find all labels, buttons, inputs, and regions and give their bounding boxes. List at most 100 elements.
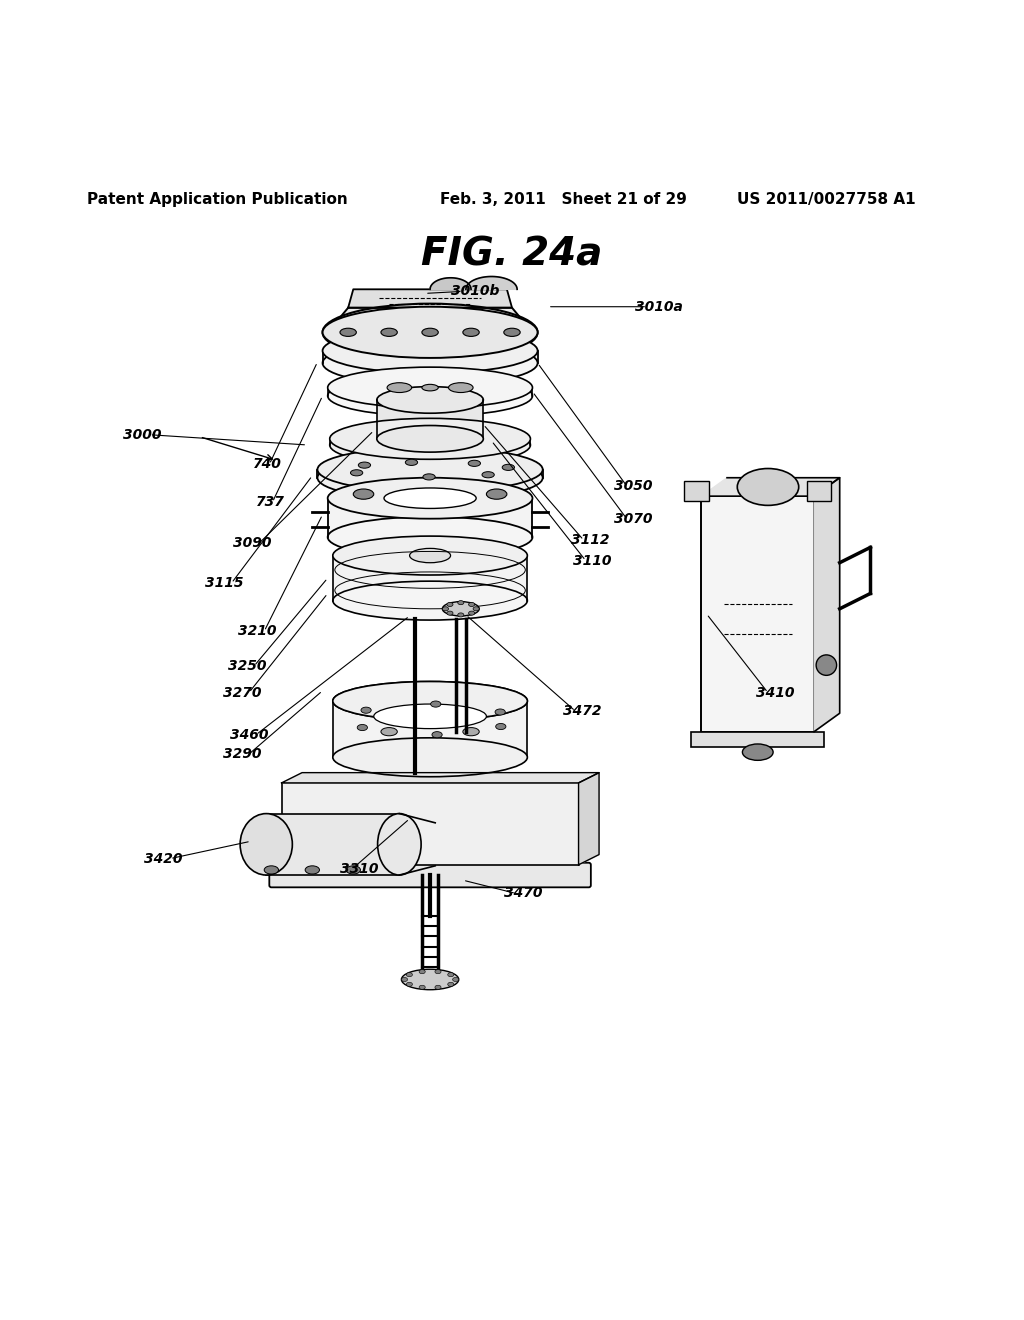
Ellipse shape: [463, 727, 479, 735]
Ellipse shape: [423, 474, 435, 480]
Ellipse shape: [387, 383, 412, 392]
Text: Feb. 3, 2011   Sheet 21 of 29: Feb. 3, 2011 Sheet 21 of 29: [440, 191, 687, 207]
Ellipse shape: [333, 536, 527, 576]
Ellipse shape: [502, 465, 514, 470]
Ellipse shape: [406, 459, 418, 466]
Ellipse shape: [504, 329, 520, 337]
Polygon shape: [466, 276, 517, 289]
Polygon shape: [701, 478, 840, 496]
Ellipse shape: [346, 866, 360, 874]
Bar: [377, 400, 483, 438]
Ellipse shape: [357, 725, 368, 730]
Bar: [333, 556, 527, 601]
Bar: [282, 783, 579, 865]
Text: 3460: 3460: [229, 727, 268, 742]
Ellipse shape: [377, 387, 483, 413]
Ellipse shape: [305, 866, 319, 874]
Ellipse shape: [458, 612, 464, 616]
Ellipse shape: [328, 478, 532, 519]
Bar: [328, 388, 532, 396]
Ellipse shape: [442, 607, 449, 611]
Ellipse shape: [458, 601, 464, 605]
Ellipse shape: [317, 455, 543, 500]
Ellipse shape: [816, 655, 837, 676]
Ellipse shape: [422, 329, 438, 337]
Ellipse shape: [446, 611, 453, 615]
Bar: [317, 470, 543, 478]
Text: 3472: 3472: [563, 704, 602, 718]
Polygon shape: [430, 277, 471, 289]
Text: 3310: 3310: [340, 862, 379, 876]
Ellipse shape: [435, 985, 441, 989]
Ellipse shape: [468, 461, 480, 466]
Ellipse shape: [422, 384, 438, 391]
Ellipse shape: [442, 602, 479, 616]
Ellipse shape: [432, 731, 442, 738]
Ellipse shape: [446, 602, 453, 606]
Ellipse shape: [431, 701, 441, 708]
Ellipse shape: [447, 973, 454, 977]
Text: 3470: 3470: [504, 887, 543, 900]
Ellipse shape: [453, 977, 459, 982]
Text: 3115: 3115: [205, 577, 244, 590]
Text: 3010b: 3010b: [451, 284, 499, 298]
Ellipse shape: [323, 304, 538, 360]
Ellipse shape: [410, 548, 451, 562]
Ellipse shape: [401, 977, 408, 982]
Ellipse shape: [742, 744, 773, 760]
Ellipse shape: [328, 375, 532, 416]
Text: 3090: 3090: [232, 536, 271, 550]
Text: 3110: 3110: [573, 553, 612, 568]
Ellipse shape: [333, 581, 527, 620]
Polygon shape: [814, 478, 840, 731]
Text: 3210: 3210: [238, 624, 276, 639]
Ellipse shape: [449, 383, 473, 392]
Ellipse shape: [447, 982, 454, 986]
Text: 740: 740: [253, 458, 282, 471]
Ellipse shape: [323, 329, 538, 374]
Ellipse shape: [323, 341, 538, 385]
Bar: [330, 438, 530, 445]
Ellipse shape: [463, 329, 479, 337]
Polygon shape: [348, 289, 512, 308]
Ellipse shape: [469, 602, 475, 606]
Ellipse shape: [407, 982, 413, 986]
Ellipse shape: [333, 738, 527, 776]
Text: Patent Application Publication: Patent Application Publication: [87, 191, 348, 207]
Bar: [691, 731, 824, 747]
Ellipse shape: [469, 611, 475, 615]
Ellipse shape: [407, 973, 413, 977]
Text: 3250: 3250: [227, 659, 266, 673]
Polygon shape: [579, 772, 599, 865]
Bar: [323, 351, 538, 363]
Ellipse shape: [317, 447, 543, 492]
Ellipse shape: [495, 709, 505, 715]
Text: 737: 737: [256, 495, 285, 510]
Ellipse shape: [381, 727, 397, 735]
Ellipse shape: [353, 488, 374, 499]
Ellipse shape: [328, 367, 532, 408]
Ellipse shape: [374, 704, 486, 729]
Text: 3420: 3420: [143, 851, 182, 866]
Text: US 2011/0027758 A1: US 2011/0027758 A1: [737, 191, 915, 207]
Bar: [328, 498, 532, 537]
Text: 3050: 3050: [614, 479, 653, 492]
Ellipse shape: [333, 681, 527, 721]
Bar: [684, 480, 709, 502]
Text: 3410: 3410: [756, 686, 795, 700]
Polygon shape: [328, 308, 532, 333]
Bar: [701, 496, 814, 731]
Text: 3010a: 3010a: [635, 300, 683, 314]
Ellipse shape: [737, 469, 799, 506]
Ellipse shape: [240, 813, 293, 875]
Ellipse shape: [482, 471, 495, 478]
Ellipse shape: [264, 866, 279, 874]
Text: 3290: 3290: [222, 747, 261, 762]
Ellipse shape: [401, 969, 459, 990]
Ellipse shape: [381, 329, 397, 337]
Ellipse shape: [358, 462, 371, 469]
Ellipse shape: [333, 681, 527, 721]
Ellipse shape: [486, 488, 507, 499]
Ellipse shape: [378, 813, 421, 875]
FancyBboxPatch shape: [269, 863, 591, 887]
